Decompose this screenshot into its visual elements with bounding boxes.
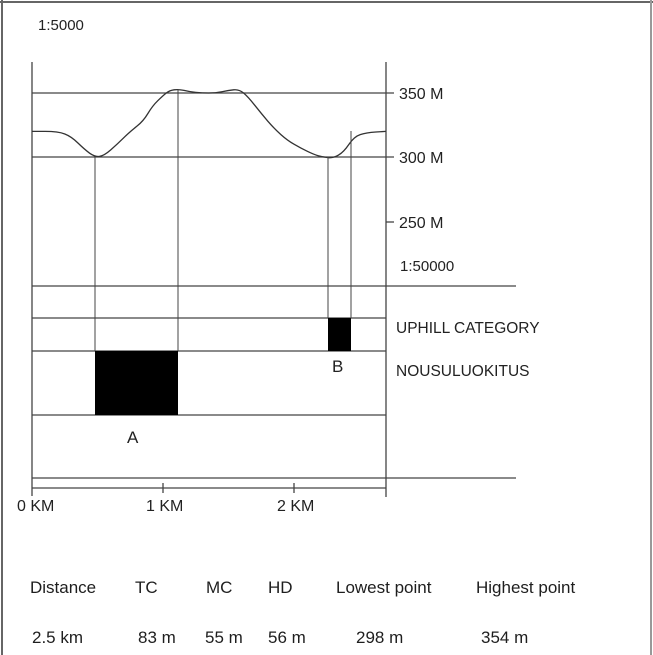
uphill-category-label: UPHILL CATEGORY [396, 320, 540, 337]
stat-header-tc: TC [135, 578, 158, 597]
nousuluokitus-label: NOUSULUOKITUS [396, 363, 530, 380]
stat-value-hd: 56 m [268, 628, 306, 647]
block-b [328, 318, 351, 351]
elevation-label-250: 250 M [399, 215, 443, 232]
elevation-profile-line [31, 88, 386, 159]
stat-value-tc: 83 m [138, 628, 176, 647]
block-a [95, 351, 178, 415]
stat-value-mc: 55 m [205, 628, 243, 647]
stat-header-lowest: Lowest point [336, 578, 432, 597]
elevation-label-300: 300 M [399, 150, 443, 167]
top-scale-label: 1:5000 [38, 17, 84, 34]
elevation-label-350: 350 M [399, 86, 443, 103]
stat-header-mc: MC [206, 578, 233, 597]
block-a-label: A [127, 428, 139, 447]
stat-value-lowest: 298 m [356, 628, 404, 647]
stats-values-row: 2.5 km 83 m 55 m 56 m 298 m 354 m [0, 628, 653, 652]
stats-header-row: Distance TC MC HD Lowest point Highest p… [0, 578, 653, 602]
block-b-label: B [332, 357, 343, 376]
distance-label-1: 1 KM [146, 498, 183, 515]
stat-header-distance: Distance [30, 578, 97, 597]
stat-value-highest: 354 m [481, 628, 529, 647]
distance-label-0: 0 KM [17, 498, 54, 515]
stat-header-hd: HD [268, 578, 293, 597]
distance-label-2: 2 KM [277, 498, 314, 515]
stat-header-highest: Highest point [476, 578, 576, 597]
profile-scale-label: 1:50000 [400, 258, 454, 275]
stat-value-distance: 2.5 km [32, 628, 84, 647]
